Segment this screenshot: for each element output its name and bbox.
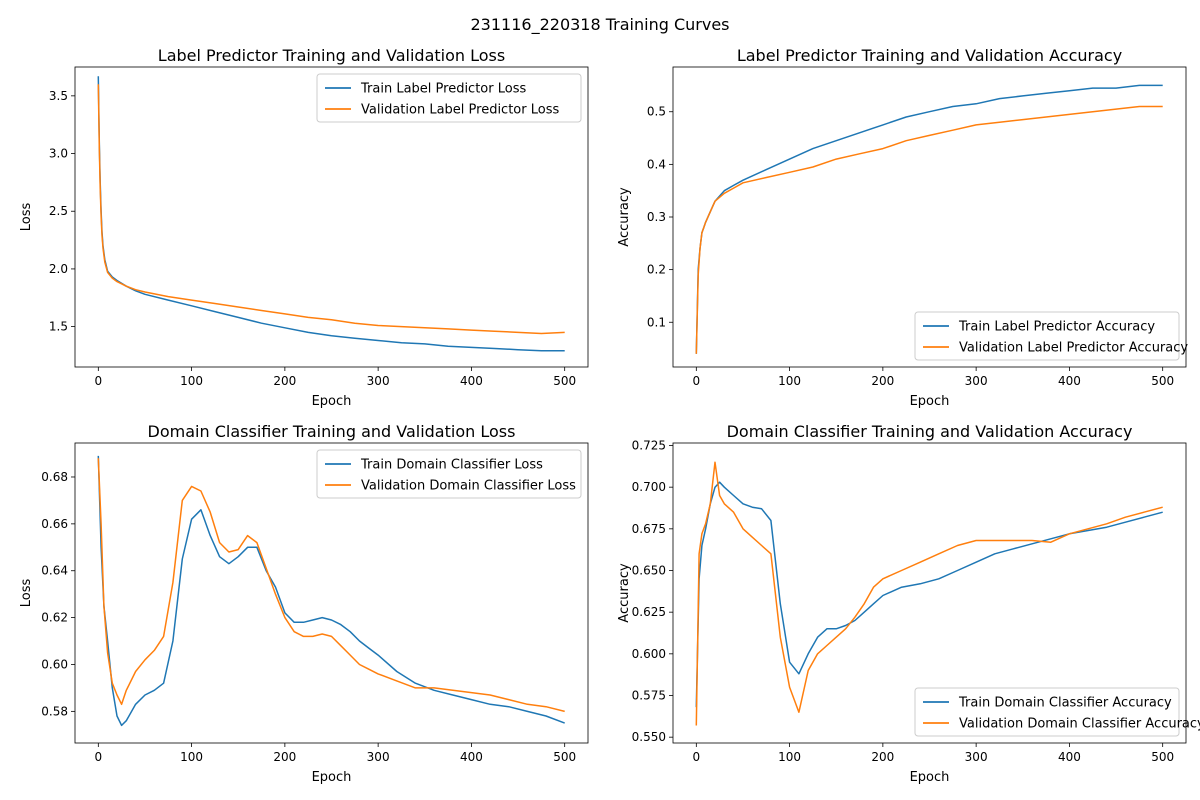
y-tick-label: 3.0 [49, 147, 68, 161]
legend-entry: Train Label Predictor Loss [360, 82, 526, 97]
x-tick-label: 500 [1151, 374, 1174, 388]
legend-box [914, 687, 1180, 737]
x-axis-label: Epoch [312, 770, 352, 785]
subplot-1: Label Predictor Training and Validation … [19, 46, 589, 409]
y-tick-label: 0.58 [41, 704, 68, 718]
legend-entry: Validation Domain Classifier Loss [361, 479, 576, 494]
axes-frame [672, 442, 1187, 744]
legend: Train Domain Classifier Loss Validation D… [316, 449, 582, 499]
legend-entry: Validation Domain Classifier Accuracy [959, 717, 1200, 732]
x-tick-label: 200 [871, 750, 894, 764]
x-tick-label: 100 [180, 750, 203, 764]
x-tick-label: 500 [553, 374, 576, 388]
legend: Train Label Predictor Loss Validation Lab… [316, 73, 582, 123]
x-axis-label: Epoch [312, 394, 352, 409]
x-axis-label: Epoch [910, 394, 950, 409]
y-axis-label: Loss [19, 579, 34, 608]
x-tick-label: 300 [367, 750, 390, 764]
x-tick-label: 200 [871, 374, 894, 388]
y-tick-label: 1.5 [49, 320, 68, 334]
x-tick-label: 400 [460, 374, 483, 388]
axes-frame [74, 66, 589, 368]
legend-entry: Train Domain Classifier Loss [360, 458, 543, 473]
y-tick-label: 0.66 [41, 517, 68, 531]
y-tick-label: 0.700 [632, 480, 666, 494]
y-tick-label: 3.5 [49, 89, 68, 103]
legend: Train Label Predictor Accuracy Validation… [914, 311, 1188, 361]
legend-entry: Train Label Predictor Accuracy [958, 320, 1155, 335]
x-tick-label: 100 [180, 374, 203, 388]
x-tick-label: 300 [367, 374, 390, 388]
subplot-title: Domain Classifier Training and Validatio… [727, 422, 1133, 441]
series-line-2 [97, 84, 565, 335]
x-tick-label: 0 [692, 374, 700, 388]
x-tick-label: 200 [273, 374, 296, 388]
y-axis-label: Loss [19, 203, 34, 232]
x-tick-label: 300 [965, 374, 988, 388]
y-tick-label: 0.675 [632, 522, 666, 536]
x-tick-label: 500 [553, 750, 576, 764]
y-tick-label: 0.64 [41, 564, 68, 578]
subplot-2: Label Predictor Training and Validation … [617, 46, 1188, 409]
axes-frame [74, 442, 589, 744]
series-line-2 [97, 458, 565, 713]
legend-box [914, 311, 1180, 361]
y-tick-label: 2.5 [49, 204, 68, 218]
legend-box [316, 73, 582, 123]
x-tick-label: 400 [1058, 374, 1081, 388]
x-tick-label: 0 [94, 374, 102, 388]
series-line-2 [695, 105, 1163, 354]
y-tick-label: 0.625 [632, 605, 666, 619]
y-axis-label: Accuracy [617, 563, 632, 623]
subplot-3: Domain Classifier Training and Validatio… [19, 422, 589, 785]
x-tick-label: 400 [460, 750, 483, 764]
y-axis-label: Accuracy [617, 187, 632, 247]
y-tick-label: 0.2 [647, 263, 666, 277]
y-tick-label: 0.1 [647, 315, 666, 329]
legend: Train Domain Classifier Accuracy Validati… [914, 687, 1200, 737]
legend-entry: Validation Label Predictor Loss [361, 103, 559, 118]
x-tick-label: 300 [965, 750, 988, 764]
y-tick-label: 0.600 [632, 647, 666, 661]
y-tick-label: 0.68 [41, 470, 68, 484]
y-tick-label: 0.60 [41, 657, 68, 671]
legend-entry: Train Domain Classifier Accuracy [958, 696, 1172, 711]
subplot-title: Label Predictor Training and Validation … [158, 46, 505, 65]
series-line-2 [695, 461, 1163, 726]
figure-suptitle: 231116_220318 Training Curves [471, 15, 730, 35]
y-tick-label: 0.650 [632, 564, 666, 578]
y-tick-label: 0.550 [632, 730, 666, 744]
x-tick-label: 200 [273, 750, 296, 764]
y-tick-label: 0.3 [647, 210, 666, 224]
x-axis-label: Epoch [910, 770, 950, 785]
y-tick-label: 0.62 [41, 611, 68, 625]
y-tick-label: 2.0 [49, 262, 68, 276]
x-tick-label: 0 [94, 750, 102, 764]
x-tick-label: 500 [1151, 750, 1174, 764]
x-tick-label: 100 [778, 374, 801, 388]
y-tick-label: 0.4 [647, 157, 666, 171]
legend-box [316, 449, 582, 499]
x-tick-label: 0 [692, 750, 700, 764]
subplot-title: Domain Classifier Training and Validatio… [148, 422, 516, 441]
legend-entry: Validation Label Predictor Accuracy [959, 341, 1188, 356]
subplot-4: Domain Classifier Training and Validatio… [617, 422, 1200, 785]
x-tick-label: 100 [778, 750, 801, 764]
y-tick-label: 0.575 [632, 689, 666, 703]
x-tick-label: 400 [1058, 750, 1081, 764]
y-tick-label: 0.5 [647, 105, 666, 119]
subplot-title: Label Predictor Training and Validation … [737, 46, 1122, 65]
y-tick-label: 0.725 [632, 439, 666, 453]
